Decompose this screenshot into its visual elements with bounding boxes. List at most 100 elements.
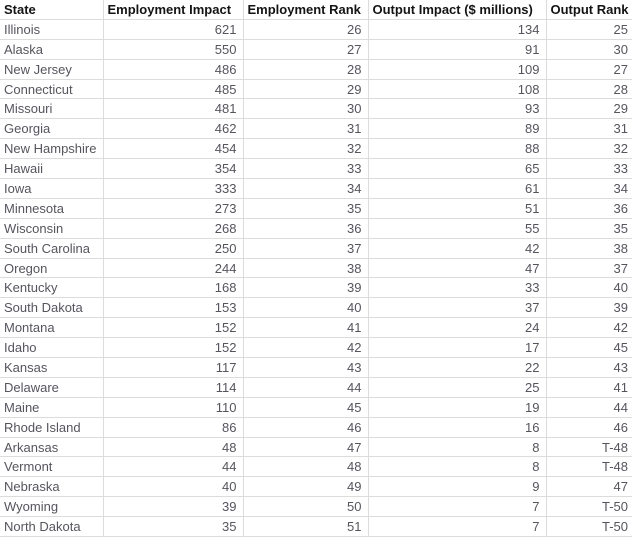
state-cell: Alaska xyxy=(0,39,104,60)
value-cell: 37 xyxy=(243,238,369,259)
value-cell: 88 xyxy=(368,138,547,160)
value-cell: 47 xyxy=(368,258,547,279)
state-cell: Vermont xyxy=(0,456,104,478)
value-cell: 40 xyxy=(243,297,369,319)
table-row: North Dakota 35 51 7 T-50 xyxy=(0,516,632,537)
value-cell: 44 xyxy=(103,456,244,478)
value-cell: 35 xyxy=(243,198,369,219)
value-cell: 16 xyxy=(368,417,547,438)
value-cell: 42 xyxy=(368,238,547,259)
value-cell: 48 xyxy=(243,456,369,478)
value-cell: 40 xyxy=(103,476,244,498)
table-row: Kentucky 168 39 33 40 xyxy=(0,277,632,299)
value-cell: 49 xyxy=(243,476,369,498)
value-cell: T-50 xyxy=(546,496,632,518)
value-cell: 462 xyxy=(103,118,244,140)
value-cell: 35 xyxy=(546,218,632,239)
table-row: Illinois 621 26 134 25 xyxy=(0,19,632,40)
value-cell: 168 xyxy=(103,277,244,299)
table-row: New Jersey 486 28 109 27 xyxy=(0,59,632,80)
value-cell: 550 xyxy=(103,39,244,60)
value-cell: 47 xyxy=(546,476,632,498)
table-row: Hawaii 354 33 65 33 xyxy=(0,158,632,180)
state-cell: Wyoming xyxy=(0,496,104,518)
state-cell: Nebraska xyxy=(0,476,104,498)
value-cell: 40 xyxy=(546,277,632,299)
table-row: Oregon 244 38 47 37 xyxy=(0,258,632,279)
table-row: Nebraska 40 49 9 47 xyxy=(0,476,632,498)
table-row: Alaska 550 27 91 30 xyxy=(0,39,632,60)
value-cell: 33 xyxy=(243,158,369,180)
value-cell: 61 xyxy=(368,178,547,199)
value-cell: 19 xyxy=(368,397,547,418)
value-cell: 7 xyxy=(368,516,547,537)
value-cell: 29 xyxy=(546,98,632,120)
value-cell: 29 xyxy=(243,79,369,100)
state-cell: Missouri xyxy=(0,98,104,120)
value-cell: 30 xyxy=(546,39,632,60)
value-cell: 45 xyxy=(546,337,632,359)
value-cell: 33 xyxy=(368,277,547,299)
value-cell: 45 xyxy=(243,397,369,418)
value-cell: 27 xyxy=(546,59,632,80)
value-cell: 37 xyxy=(546,258,632,279)
table-row: South Dakota 153 40 37 39 xyxy=(0,297,632,319)
state-cell: New Jersey xyxy=(0,59,104,80)
value-cell: 134 xyxy=(368,19,547,40)
state-cell: Delaware xyxy=(0,377,104,398)
column-header-employment-rank: Employment Rank xyxy=(243,0,369,20)
table-row: Delaware 114 44 25 41 xyxy=(0,377,632,398)
value-cell: 39 xyxy=(103,496,244,518)
value-cell: 38 xyxy=(243,258,369,279)
value-cell: 486 xyxy=(103,59,244,80)
value-cell: 51 xyxy=(368,198,547,219)
value-cell: 39 xyxy=(243,277,369,299)
value-cell: 46 xyxy=(243,417,369,438)
state-cell: Georgia xyxy=(0,118,104,140)
value-cell: 28 xyxy=(243,59,369,80)
value-cell: 333 xyxy=(103,178,244,199)
value-cell: 26 xyxy=(243,19,369,40)
value-cell: 51 xyxy=(243,516,369,537)
state-cell: New Hampshire xyxy=(0,138,104,160)
table-row: Rhode Island 86 46 16 46 xyxy=(0,417,632,438)
value-cell: 24 xyxy=(368,317,547,339)
value-cell: 354 xyxy=(103,158,244,180)
state-cell: Montana xyxy=(0,317,104,339)
value-cell: 17 xyxy=(368,337,547,359)
state-cell: Hawaii xyxy=(0,158,104,180)
value-cell: 41 xyxy=(546,377,632,398)
value-cell: 32 xyxy=(546,138,632,160)
value-cell: 39 xyxy=(546,297,632,319)
value-cell: 46 xyxy=(546,417,632,438)
state-cell: Illinois xyxy=(0,19,104,40)
table-row: South Carolina 250 37 42 38 xyxy=(0,238,632,259)
state-cell: Rhode Island xyxy=(0,417,104,438)
value-cell: 31 xyxy=(243,118,369,140)
table-row: Iowa 333 34 61 34 xyxy=(0,178,632,199)
value-cell: 38 xyxy=(546,238,632,259)
state-cell: South Carolina xyxy=(0,238,104,259)
value-cell: 50 xyxy=(243,496,369,518)
table-row: Wisconsin 268 36 55 35 xyxy=(0,218,632,239)
value-cell: 32 xyxy=(243,138,369,160)
value-cell: 268 xyxy=(103,218,244,239)
state-cell: Connecticut xyxy=(0,79,104,100)
value-cell: 33 xyxy=(546,158,632,180)
column-header-employment-impact: Employment Impact xyxy=(103,0,244,20)
state-cell: Iowa xyxy=(0,178,104,199)
value-cell: 91 xyxy=(368,39,547,60)
value-cell: 110 xyxy=(103,397,244,418)
value-cell: 250 xyxy=(103,238,244,259)
table-row: Arkansas 48 47 8 T-48 xyxy=(0,437,632,458)
value-cell: 8 xyxy=(368,456,547,478)
value-cell: T-48 xyxy=(546,437,632,458)
state-cell: Oregon xyxy=(0,258,104,279)
value-cell: 454 xyxy=(103,138,244,160)
value-cell: 485 xyxy=(103,79,244,100)
value-cell: 152 xyxy=(103,337,244,359)
state-cell: Kansas xyxy=(0,357,104,378)
state-cell: Minnesota xyxy=(0,198,104,219)
header-row: State Employment Impact Employment Rank Out… xyxy=(0,0,632,20)
state-cell: South Dakota xyxy=(0,297,104,319)
